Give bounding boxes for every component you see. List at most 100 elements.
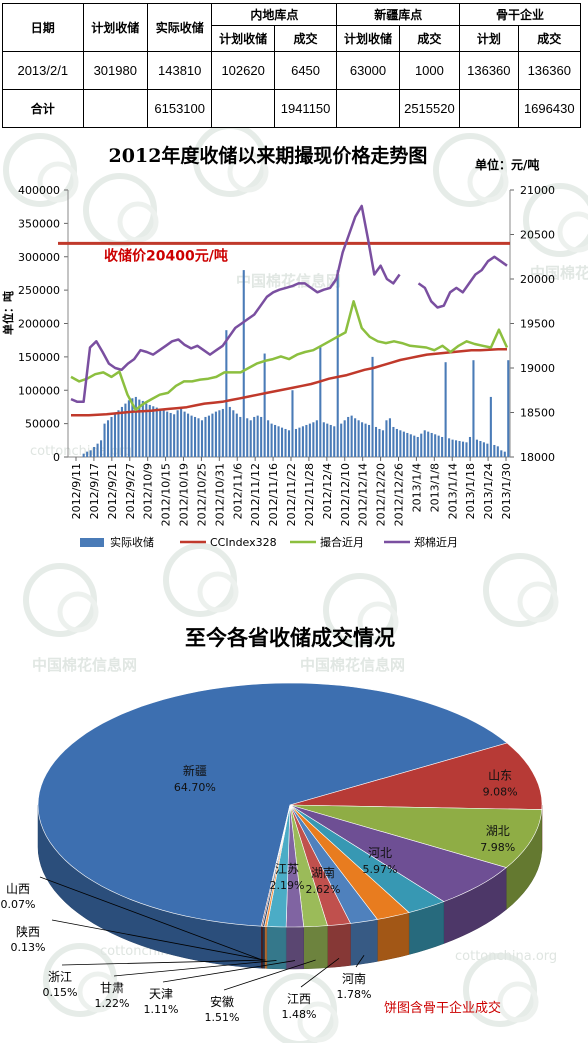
header-actual: 实际收储 — [146, 3, 213, 52]
pie-side-江西 — [327, 923, 351, 968]
slice-percent: 5.97% — [363, 863, 398, 876]
bar-actual-storage — [461, 441, 465, 457]
bar-actual-storage — [364, 423, 367, 457]
bar-actual-storage — [239, 416, 242, 457]
bar-actual-storage — [333, 426, 336, 457]
bar-actual-storage — [93, 446, 96, 457]
bar-actual-storage — [368, 424, 371, 457]
bar-actual-storage — [274, 424, 277, 457]
bar-actual-storage — [267, 420, 270, 457]
tick-label-x: 2012/12/14 — [357, 463, 370, 526]
slice-label: 陕西 — [16, 924, 40, 939]
bar-actual-storage — [253, 416, 256, 457]
bar-actual-storage — [113, 413, 117, 457]
watermark-swirl — [117, 201, 159, 243]
bar-actual-storage — [138, 399, 141, 457]
bar-actual-storage — [284, 428, 287, 457]
bar-actual-storage — [329, 424, 332, 457]
header-inland-planned: 计划收储 — [211, 25, 275, 52]
total-bb-planned — [459, 89, 519, 128]
pie-slice-山东 — [289, 742, 543, 810]
leader-line — [300, 957, 340, 988]
bar-actual-storage — [381, 430, 385, 457]
tick-label-left: 300000 — [18, 251, 60, 264]
tick-label-x: 2013/1/30 — [500, 463, 513, 519]
leader-line — [355, 954, 365, 968]
tick-label-x: 2012/9/11 — [70, 463, 83, 519]
bar-actual-storage — [287, 430, 291, 457]
bar-actual-storage — [326, 423, 329, 457]
watermark-swirl — [523, 183, 588, 257]
bar-actual-storage — [413, 435, 416, 457]
bar-actual-storage — [406, 432, 409, 457]
chart-title: 2012年度收储以来期撮现价格走势图 — [109, 144, 428, 167]
tick-label-x: 2012/11/16 — [267, 463, 280, 526]
leader-line — [162, 960, 296, 983]
total-label: 合计 — [2, 89, 84, 128]
bar-actual-storage — [152, 406, 155, 457]
pie-side-浙江 — [264, 926, 268, 969]
watermark-swirl — [227, 151, 269, 193]
bar-actual-storage — [103, 423, 106, 457]
bar-actual-storage — [388, 418, 391, 457]
bar-actual-storage — [131, 398, 134, 457]
slice-label: 浙江 — [48, 970, 72, 984]
bar-actual-storage — [127, 400, 130, 457]
bar-actual-storage — [190, 415, 193, 457]
header-inland-group: 内地库点 — [211, 3, 338, 26]
legend-label: 实际收储 — [110, 535, 154, 549]
slice-label: 甘肃 — [100, 981, 124, 995]
tick-label-x: 2013/1/8 — [428, 463, 441, 512]
bar-actual-storage — [225, 330, 228, 457]
bar-actual-storage — [420, 433, 423, 457]
total-bb-deal: 1696430 — [517, 89, 582, 128]
tick-label-x: 2012/11/6 — [231, 463, 244, 519]
tick-label-right: 19500 — [520, 318, 555, 331]
bar-actual-storage — [312, 422, 315, 457]
bar-actual-storage — [246, 418, 249, 457]
bar-actual-storage — [451, 439, 454, 457]
tick-label-x: 2012/10/15 — [160, 463, 173, 526]
total-inland-planned — [211, 89, 275, 128]
bar-actual-storage — [89, 450, 92, 457]
tick-label-left: 150000 — [18, 351, 60, 364]
series-match-line — [70, 300, 509, 412]
bar-actual-storage — [249, 420, 252, 457]
bar-actual-storage — [100, 440, 103, 457]
watermark-swirl — [57, 591, 99, 633]
slice-percent: 0.13% — [11, 941, 46, 954]
pie-slice-山西 — [260, 804, 291, 927]
watermark-swirl — [77, 971, 119, 1013]
watermark-swirl — [37, 161, 79, 203]
pie-side-河南 — [350, 919, 378, 966]
cell-planned: 301980 — [82, 51, 148, 90]
bar-actual-storage — [214, 411, 217, 457]
header-planned: 计划收储 — [82, 3, 148, 52]
bar-actual-storage — [402, 431, 405, 457]
watermark-swirl — [467, 161, 509, 203]
bar-actual-storage — [489, 396, 492, 457]
header-date: 日期 — [2, 3, 84, 52]
bar-actual-storage — [427, 431, 430, 457]
cell-inland-deal: 6450 — [273, 51, 338, 90]
slice-percent: 1.11% — [144, 1003, 179, 1016]
pie-slice-新疆 — [37, 682, 508, 927]
bar-actual-storage — [187, 413, 190, 457]
bar-actual-storage — [336, 270, 339, 457]
tick-label-x: 2012/11/28 — [303, 463, 316, 526]
bar-actual-storage — [155, 407, 158, 457]
bar-actual-storage — [134, 396, 137, 457]
pie-slice-河北 — [289, 804, 507, 902]
ylabel-left: 单位：吨 — [1, 291, 15, 335]
bar-actual-storage — [468, 436, 472, 457]
bar-actual-storage — [232, 410, 235, 457]
bar-actual-storage — [242, 270, 245, 457]
total-xj-planned — [336, 89, 400, 128]
watermark-swirl — [357, 601, 399, 643]
tick-label-right: 20000 — [520, 273, 555, 286]
slice-percent: 1.48% — [282, 1008, 317, 1021]
bar-actual-storage — [357, 420, 360, 457]
bar-actual-storage — [399, 430, 402, 457]
